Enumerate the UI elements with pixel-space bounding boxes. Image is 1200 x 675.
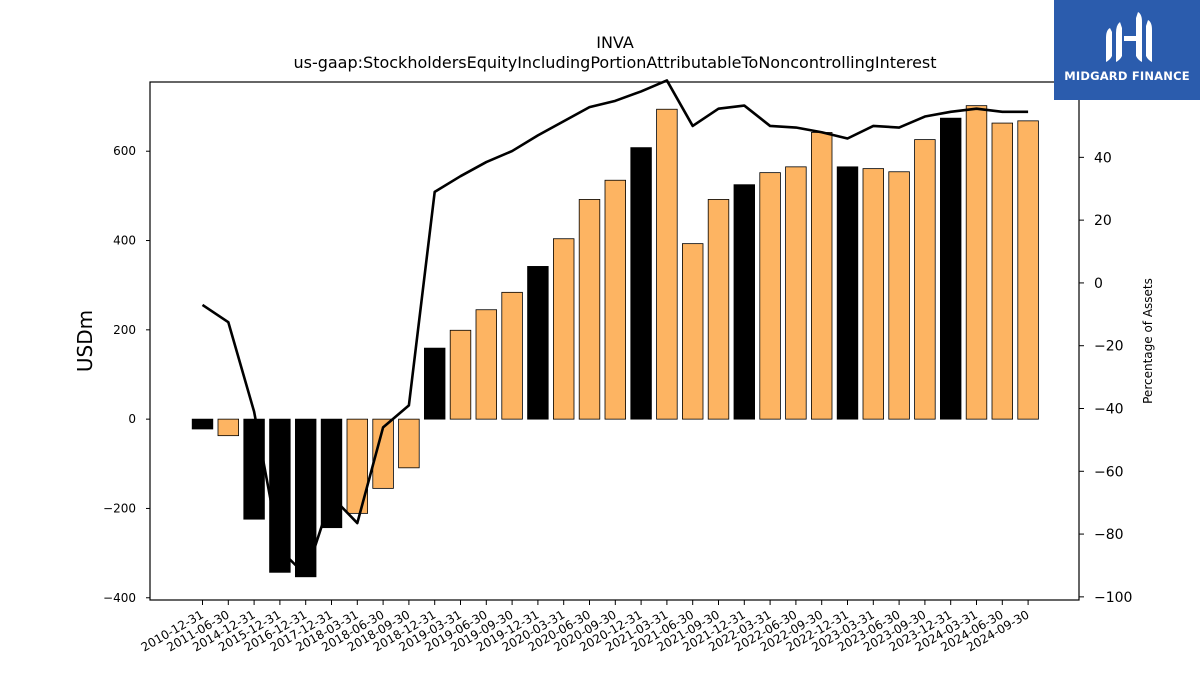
bar (243, 418, 265, 520)
bar (914, 139, 936, 420)
bar (759, 172, 781, 420)
y-axis-left: −400 −200 0 200 400 600 (103, 144, 150, 605)
bar (862, 168, 885, 420)
y-tick-label: 0 (128, 412, 136, 426)
bar (501, 291, 523, 420)
bar (578, 199, 601, 420)
line-series (201, 79, 1029, 577)
y-right-tick-label: 0 (1094, 276, 1103, 292)
x-axis: 2010-12-312011-06-302014-12-312015-12-31… (139, 600, 1032, 654)
bar (656, 108, 678, 420)
chart-subtitle: us-gaap:StockholdersEquityIncludingPorti… (293, 53, 936, 72)
y-axis-label: USDm (73, 310, 97, 372)
bar (372, 418, 394, 489)
y-axis-right: −100−80−60−40−200204060 (1079, 88, 1132, 606)
bar (811, 132, 833, 420)
bar (836, 166, 859, 420)
bar (449, 329, 472, 420)
chart-title: INVA (596, 33, 634, 52)
y-tick-label: 600 (113, 144, 136, 158)
y-tick-label: −200 (103, 501, 136, 515)
bar (733, 184, 756, 420)
bar (294, 418, 317, 578)
bar (527, 266, 549, 420)
logo-mark-icon (1106, 12, 1152, 62)
bar (682, 243, 704, 420)
y-tick-label: 200 (113, 323, 136, 337)
bar (888, 171, 910, 420)
y-right-tick-label: 40 (1094, 150, 1112, 166)
bar (630, 147, 652, 420)
bar (707, 199, 730, 420)
y-right-tick-label: −80 (1094, 527, 1124, 543)
y-tick-label: −400 (103, 591, 136, 605)
bar (320, 418, 343, 529)
bar (475, 309, 498, 420)
bar (785, 166, 807, 420)
y-right-tick-label: −60 (1094, 464, 1124, 480)
plot-frame (149, 81, 1080, 601)
y-right-tick-label: −100 (1094, 590, 1132, 606)
bar (346, 418, 369, 514)
y-axis-right-label: Percentage of Assets (1141, 278, 1155, 404)
bar (423, 347, 446, 420)
y-tick-label: 400 (113, 234, 136, 248)
logo-text: MIDGARD FINANCE (1064, 69, 1190, 83)
bar (553, 238, 575, 420)
bar (217, 418, 240, 437)
y-right-tick-label: −40 (1094, 401, 1124, 417)
bar-series (191, 105, 1039, 578)
bar (940, 117, 962, 420)
bar (398, 418, 420, 469)
bar (191, 418, 214, 430)
percentage-line (201, 79, 1029, 577)
midgard-finance-logo: MIDGARD FINANCE (1054, 0, 1200, 100)
bar (1017, 120, 1039, 420)
bar (604, 179, 627, 420)
bar (991, 122, 1014, 420)
bar (965, 105, 988, 420)
y-right-tick-label: −20 (1094, 339, 1124, 355)
y-right-tick-label: 20 (1094, 213, 1112, 229)
